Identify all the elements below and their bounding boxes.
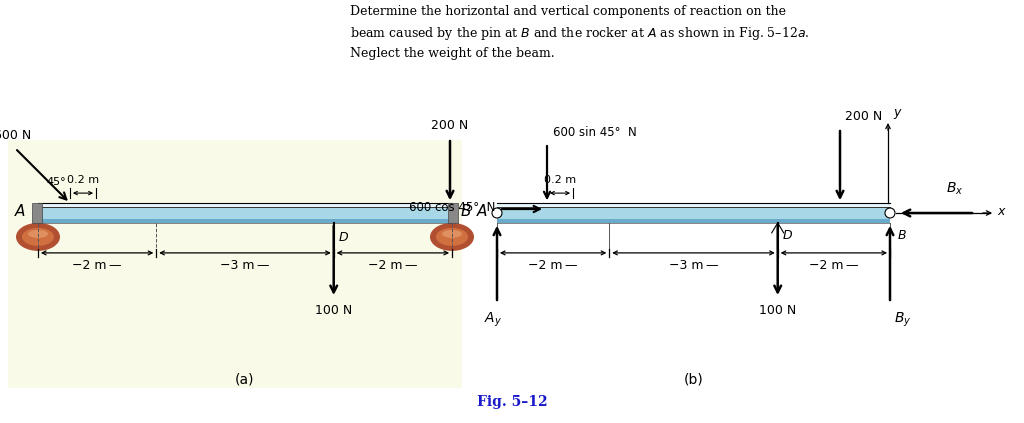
Bar [497, 219, 890, 223]
Text: $B_y$: $B_y$ [894, 311, 911, 329]
Text: 600 cos 45°  N: 600 cos 45° N [409, 201, 495, 214]
Ellipse shape [16, 223, 60, 251]
Bar [38, 219, 452, 223]
Ellipse shape [442, 230, 462, 238]
Text: 0.2 m: 0.2 m [544, 175, 577, 185]
Text: 200 N: 200 N [845, 110, 883, 123]
Text: A: A [14, 203, 26, 219]
Text: 200 N: 200 N [431, 119, 469, 132]
Text: (a): (a) [236, 372, 255, 386]
Bar [38, 203, 452, 223]
Bar [8, 140, 462, 388]
Text: 600 N: 600 N [0, 129, 32, 142]
Text: −2 m —: −2 m — [809, 259, 858, 272]
Text: D: D [339, 231, 348, 244]
Text: Fig. 5–12: Fig. 5–12 [477, 395, 547, 409]
Text: −2 m —: −2 m — [73, 259, 122, 272]
Bar [32, 203, 42, 223]
Text: −2 m —: −2 m — [368, 259, 418, 272]
Text: −3 m —: −3 m — [220, 259, 269, 272]
Text: $x$: $x$ [997, 204, 1007, 217]
Ellipse shape [436, 228, 468, 246]
Circle shape [492, 208, 502, 218]
Text: B: B [461, 203, 471, 219]
Text: 100 N: 100 N [759, 304, 797, 317]
Text: $A_y$: $A_y$ [484, 311, 502, 329]
Text: 0.2 m: 0.2 m [67, 175, 99, 185]
Circle shape [885, 208, 895, 218]
Bar [38, 203, 452, 207]
Bar [449, 203, 458, 223]
Text: 45°: 45° [46, 177, 66, 187]
Text: −2 m —: −2 m — [528, 259, 578, 272]
Text: $y$: $y$ [893, 107, 903, 121]
Text: −3 m —: −3 m — [669, 259, 718, 272]
Bar [497, 203, 890, 207]
Text: 100 N: 100 N [315, 304, 352, 317]
Text: 600 sin 45°  N: 600 sin 45° N [553, 126, 637, 139]
Text: (b): (b) [684, 372, 703, 386]
Text: Determine the horizontal and vertical components of reaction on the
beam caused : Determine the horizontal and vertical co… [350, 5, 810, 60]
Bar [497, 203, 890, 223]
Ellipse shape [22, 228, 54, 246]
Ellipse shape [28, 230, 48, 238]
Text: D: D [782, 229, 793, 242]
Text: $B_x$: $B_x$ [946, 181, 964, 197]
Ellipse shape [430, 223, 474, 251]
Text: B: B [898, 228, 906, 242]
Text: A: A [477, 203, 487, 219]
